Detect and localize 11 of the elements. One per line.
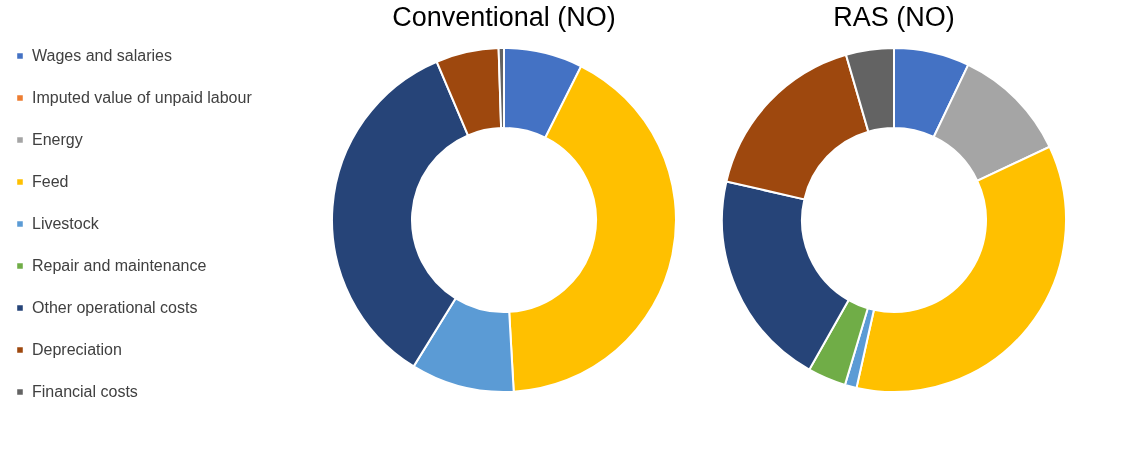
legend-label: Wages and salaries <box>32 47 172 64</box>
slice-label: Conventional (NO) <box>392 2 616 32</box>
legend-label: Feed <box>32 173 69 190</box>
legend-label: Depreciation <box>32 341 122 358</box>
legend-label: Energy <box>32 131 83 148</box>
legend-label: Livestock <box>32 215 100 232</box>
legend-label: Repair and maintenance <box>32 257 207 274</box>
legend-label: Imputed value of unpaid labour <box>32 89 253 106</box>
slice-label: RAS (NO) <box>833 2 955 32</box>
legend-label: Other operational costs <box>32 299 198 316</box>
legend-label: Financial costs <box>32 383 138 400</box>
